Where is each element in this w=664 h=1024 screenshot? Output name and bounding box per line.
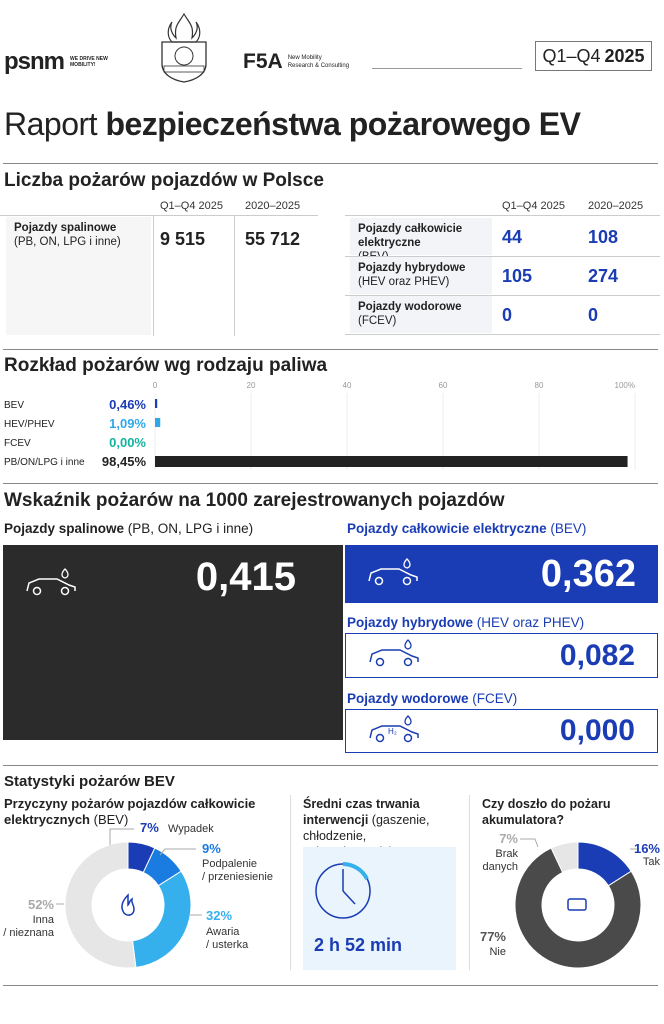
hydrogen-car-fire-icon: H₂: [364, 714, 424, 749]
col-header: Q1–Q4 2025: [502, 200, 565, 212]
count-row-label: Pojazdy hybrydowe (HEV oraz PHEV): [350, 257, 492, 294]
car-fire-icon: [21, 567, 81, 602]
period-badge: Q1–Q4 2025: [535, 41, 652, 71]
rate-hev-label: Pojazdy hybrydowe (HEV oraz PHEV): [347, 615, 585, 630]
cause-label: Podpalenie: [202, 858, 257, 870]
value-label: 0,00%: [109, 435, 146, 450]
cause-label: Awaria: [206, 926, 240, 938]
cause-label: / usterka: [206, 939, 249, 951]
clock-icon: [315, 862, 371, 919]
col-header: Q1–Q4 2025: [160, 200, 223, 212]
battery-pct: 7%: [499, 831, 518, 846]
cause-pct: 9%: [202, 841, 221, 856]
combustion-count-2025: 9 515: [160, 229, 206, 249]
x-tick-label: 0: [153, 381, 158, 390]
x-tick-label: 60: [439, 381, 448, 390]
value-label: 1,09%: [109, 416, 146, 431]
battery-label: danych: [483, 861, 518, 873]
rate-heading: Wskaźnik pożarów na 1000 zarejestrowanyc…: [4, 490, 505, 511]
divider: [3, 163, 658, 164]
duration-value: 2 h 52 min: [314, 935, 403, 955]
combustion-label: Pojazdy spalinowe (PB, ON, LPG i inne): [6, 217, 151, 335]
category-label: FCEV: [4, 438, 31, 449]
divider: [3, 765, 658, 766]
fuel-chart-title: Rozkład pożarów wg rodzaju paliwa: [4, 355, 328, 376]
f5a-logo: F5A New Mobility Research & Consulting: [243, 50, 350, 73]
donut-segment: [550, 841, 579, 874]
battery-icon: [567, 898, 587, 911]
count-2025: 44: [502, 227, 523, 247]
cause-label: / przeniesienie: [202, 871, 273, 883]
rate-fcev-label: Pojazdy wodorowe (FCEV): [347, 691, 518, 706]
page-title: Raport bezpieczeństwa pożarowego EV: [4, 106, 581, 142]
rate-combustion-label: Pojazdy spalinowe (PB, ON, LPG i inne): [4, 521, 254, 536]
donut-segment: [131, 870, 192, 969]
counts-heading: Liczba pożarów pojazdów w Polsce: [4, 170, 324, 191]
header-rule: [372, 68, 522, 69]
col-header: 2020–2025: [245, 200, 301, 212]
stats-heading: Statystyki pożarów BEV: [4, 773, 175, 790]
rate-bev-box: 0,362: [345, 545, 658, 603]
causes-title: Przyczyny pożarów pojazdów całkowicie el…: [4, 796, 256, 827]
combustion-count-total: 55 712: [245, 229, 301, 249]
battery-label: Brak: [495, 848, 518, 860]
count-2025: 0: [502, 305, 513, 325]
battery-label: Tak: [643, 856, 661, 868]
car-fire-icon: [364, 638, 424, 673]
count-row-label: Pojazdy wodorowe (FCEV): [350, 296, 492, 333]
x-tick-label: 40: [343, 381, 352, 390]
rate-combustion-box: 0,415: [3, 545, 343, 740]
rate-fcev-box: H₂ 0,000: [345, 709, 658, 753]
battery-label: Nie: [489, 946, 506, 958]
car-fire-icon: [363, 557, 423, 592]
bar: [155, 399, 158, 408]
divider: [3, 349, 658, 350]
cause-label: Inna: [33, 914, 55, 926]
flame-icon: [121, 893, 135, 916]
causes-donut-chart: 7% Wypadek 9% Podpalenie/ przeniesienie 32% A…: [3, 820, 273, 969]
battery-pct: 16%: [634, 841, 660, 856]
x-tick-label: 20: [247, 381, 256, 390]
category-label: BEV: [4, 400, 24, 411]
count-2025: 105: [502, 266, 533, 286]
bar: [155, 418, 161, 427]
donut-segment: [64, 841, 137, 969]
x-tick-label: 80: [535, 381, 544, 390]
count-row-label: Pojazdy całkowicie elektryczne(BEV): [350, 218, 492, 263]
count-total: 274: [588, 266, 619, 286]
bar: [155, 456, 628, 467]
cause-pct: 32%: [206, 908, 232, 923]
cause-label: / nieznana: [3, 927, 55, 939]
cause-pct: 7%: [140, 820, 159, 835]
battery-title: Czy doszło do pożaru akumulatora?: [482, 797, 611, 827]
value-label: 98,45%: [102, 454, 147, 469]
divider: [3, 985, 658, 986]
value-label: 0,46%: [109, 397, 146, 412]
fuel-bar-chart: 0 20 40 60 80 100% BEV 0,46% HEV/PHEV 1,09% FCEV 0,…: [4, 381, 636, 470]
count-total: 0: [588, 305, 599, 325]
rate-hev-box: 0,082: [345, 633, 658, 678]
battery-pct: 77%: [480, 929, 506, 944]
rate-bev-label: Pojazdy całkowicie elektryczne (BEV): [347, 521, 587, 536]
x-tick-label: 100%: [615, 381, 635, 390]
category-label: PB/ON/LPG i inne: [4, 457, 85, 468]
category-label: HEV/PHEV: [4, 419, 55, 430]
cause-pct: 52%: [28, 897, 54, 912]
fire-service-seal: [161, 12, 207, 83]
duration-card: 2 h 52 min: [303, 847, 456, 970]
donut-segment: [514, 847, 642, 969]
cause-label: Wypadek: [168, 823, 214, 835]
count-total: 108: [588, 227, 619, 247]
divider: [3, 483, 658, 484]
psnm-logo: psnm WE DRIVE NEW MOBILITY!: [4, 48, 108, 75]
col-header: 2020–2025: [588, 200, 644, 212]
